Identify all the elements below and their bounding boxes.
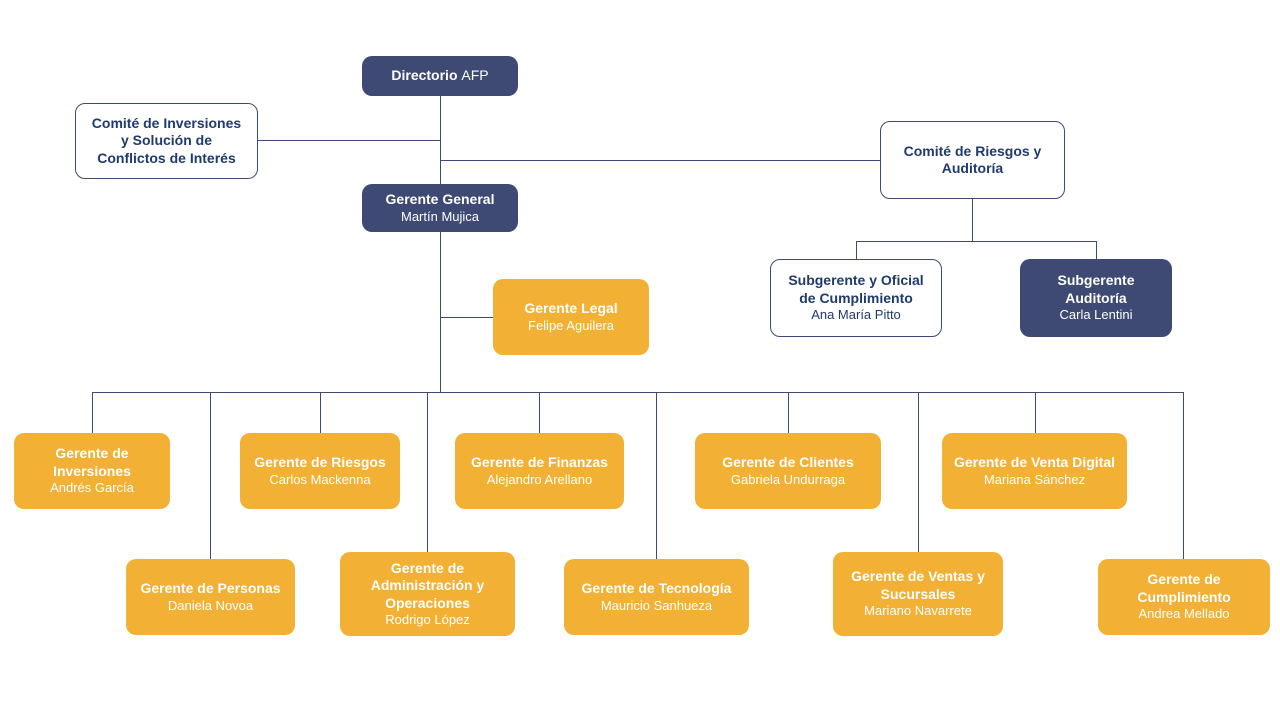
connector	[427, 392, 428, 552]
node-directorio: Directorio AFP	[362, 56, 518, 96]
node-title: Comité de Riesgos y Auditoría	[891, 143, 1054, 178]
connector	[92, 392, 1183, 393]
node-g-admin-op: Gerente de Administración y OperacionesR…	[340, 552, 515, 636]
connector	[656, 392, 657, 559]
node-title: Gerente de Inversiones	[24, 445, 160, 480]
node-title: Directorio AFP	[391, 67, 488, 85]
connector	[972, 199, 973, 241]
node-title: Gerente de Tecnología	[582, 580, 732, 598]
node-g-ventas-suc: Gerente de Ventas y SucursalesMariano Na…	[833, 552, 1003, 636]
node-person: Carlos Mackenna	[269, 472, 370, 488]
node-person: Mariano Navarrete	[864, 603, 972, 619]
node-title: Gerente General	[386, 191, 495, 209]
node-title: Gerente de Finanzas	[471, 454, 608, 472]
connector	[210, 392, 211, 559]
node-title: Gerente de Cumplimiento	[1108, 571, 1260, 606]
connector	[92, 392, 93, 433]
node-title: Gerente de Riesgos	[254, 454, 386, 472]
node-person: Ana María Pitto	[811, 307, 901, 323]
node-person: Andrés García	[50, 480, 134, 496]
node-g-cumplimiento: Gerente de CumplimientoAndrea Mellado	[1098, 559, 1270, 635]
node-g-clientes: Gerente de ClientesGabriela Undurraga	[695, 433, 881, 509]
connector	[1035, 392, 1036, 433]
node-person: Alejandro Arellano	[487, 472, 593, 488]
connector	[320, 392, 321, 433]
node-title: Gerente de Venta Digital	[954, 454, 1115, 472]
node-g-finanzas: Gerente de FinanzasAlejandro Arellano	[455, 433, 624, 509]
node-person: Gabriela Undurraga	[731, 472, 845, 488]
connector	[440, 317, 493, 318]
node-title: Subgerente Auditoría	[1030, 272, 1162, 307]
connector	[440, 232, 441, 392]
node-person: Daniela Novoa	[168, 598, 253, 614]
node-gerente-general: Gerente GeneralMartín Mujica	[362, 184, 518, 232]
node-sub-audit: Subgerente AuditoríaCarla Lentini	[1020, 259, 1172, 337]
connector	[918, 392, 919, 552]
connector	[856, 241, 857, 259]
node-person: Andrea Mellado	[1138, 606, 1229, 622]
node-title: Gerente de Personas	[140, 580, 280, 598]
connector	[1096, 241, 1097, 259]
node-g-tecnologia: Gerente de TecnologíaMauricio Sanhueza	[564, 559, 749, 635]
node-title: Comité de Inversiones y Solución de Conf…	[86, 115, 247, 168]
connector	[788, 392, 789, 433]
org-chart-canvas: Directorio AFP Comité de Inversiones y So…	[0, 0, 1280, 720]
node-g-personas: Gerente de PersonasDaniela Novoa	[126, 559, 295, 635]
node-person: Mariana Sánchez	[984, 472, 1085, 488]
connector	[440, 160, 880, 161]
connector	[1183, 392, 1184, 559]
node-person: Felipe Aguilera	[528, 318, 614, 334]
node-title: Gerente Legal	[524, 300, 617, 318]
node-comite-inv: Comité de Inversiones y Solución de Conf…	[75, 103, 258, 179]
connector	[258, 140, 440, 141]
node-title: Gerente de Ventas y Sucursales	[843, 568, 993, 603]
node-g-riesgos: Gerente de RiesgosCarlos Mackenna	[240, 433, 400, 509]
node-title: Gerente de Administración y Operaciones	[350, 560, 505, 613]
connector	[856, 241, 1096, 242]
node-comite-riesgos: Comité de Riesgos y Auditoría	[880, 121, 1065, 199]
node-title: Subgerente y Oficial de Cumplimiento	[781, 272, 931, 307]
node-g-inversiones: Gerente de InversionesAndrés García	[14, 433, 170, 509]
node-person: Carla Lentini	[1060, 307, 1133, 323]
node-person: Mauricio Sanhueza	[601, 598, 712, 614]
node-title: Gerente de Clientes	[722, 454, 854, 472]
node-sub-cumpl: Subgerente y Oficial de CumplimientoAna …	[770, 259, 942, 337]
node-person: Rodrigo López	[385, 612, 470, 628]
connector	[539, 392, 540, 433]
node-g-venta-digital: Gerente de Venta DigitalMariana Sánchez	[942, 433, 1127, 509]
node-gerente-legal: Gerente LegalFelipe Aguilera	[493, 279, 649, 355]
node-person: Martín Mujica	[401, 209, 479, 225]
